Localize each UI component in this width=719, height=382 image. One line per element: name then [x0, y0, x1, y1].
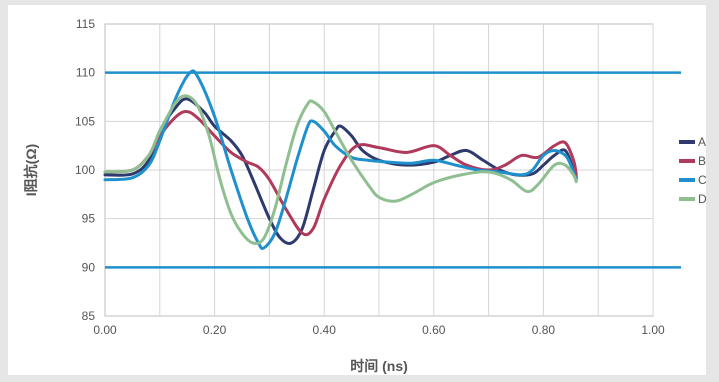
y-tick-label: 95 — [82, 212, 96, 226]
y-tick-label: 90 — [82, 260, 96, 274]
x-tick-label: 0.40 — [313, 323, 337, 337]
x-tick-label: 1.00 — [641, 323, 665, 337]
legend-label-d: D — [698, 192, 707, 206]
y-tick-labels: 85 90 95 100 105 110 115 — [75, 17, 95, 323]
y-tick-label: 115 — [76, 17, 95, 31]
x-axis-label: 时间 (ns) — [350, 358, 408, 374]
series-line-c — [103, 69, 578, 250]
series-layer — [103, 69, 578, 250]
x-tick-label: 0.80 — [532, 323, 556, 337]
legend-label-b: B — [698, 154, 706, 168]
series-line-b — [103, 110, 578, 237]
y-tick-label: 85 — [82, 309, 96, 323]
legend-label-c: C — [698, 173, 707, 187]
y-axis-label: I阻抗(Ω) — [23, 144, 39, 196]
x-tick-label: 0.00 — [93, 323, 117, 337]
legend-label-a: A — [698, 135, 706, 149]
y-tick-label: 105 — [75, 114, 95, 128]
x-tick-label: 0.60 — [422, 323, 446, 337]
x-tick-labels: 0.00 0.20 0.40 0.60 0.80 1.00 — [93, 323, 665, 337]
y-tick-label: 110 — [76, 66, 95, 80]
series-line-d — [103, 94, 578, 245]
y-tick-label: 100 — [75, 163, 95, 177]
limit-lines — [105, 71, 681, 269]
x-tick-label: 0.20 — [203, 323, 227, 337]
